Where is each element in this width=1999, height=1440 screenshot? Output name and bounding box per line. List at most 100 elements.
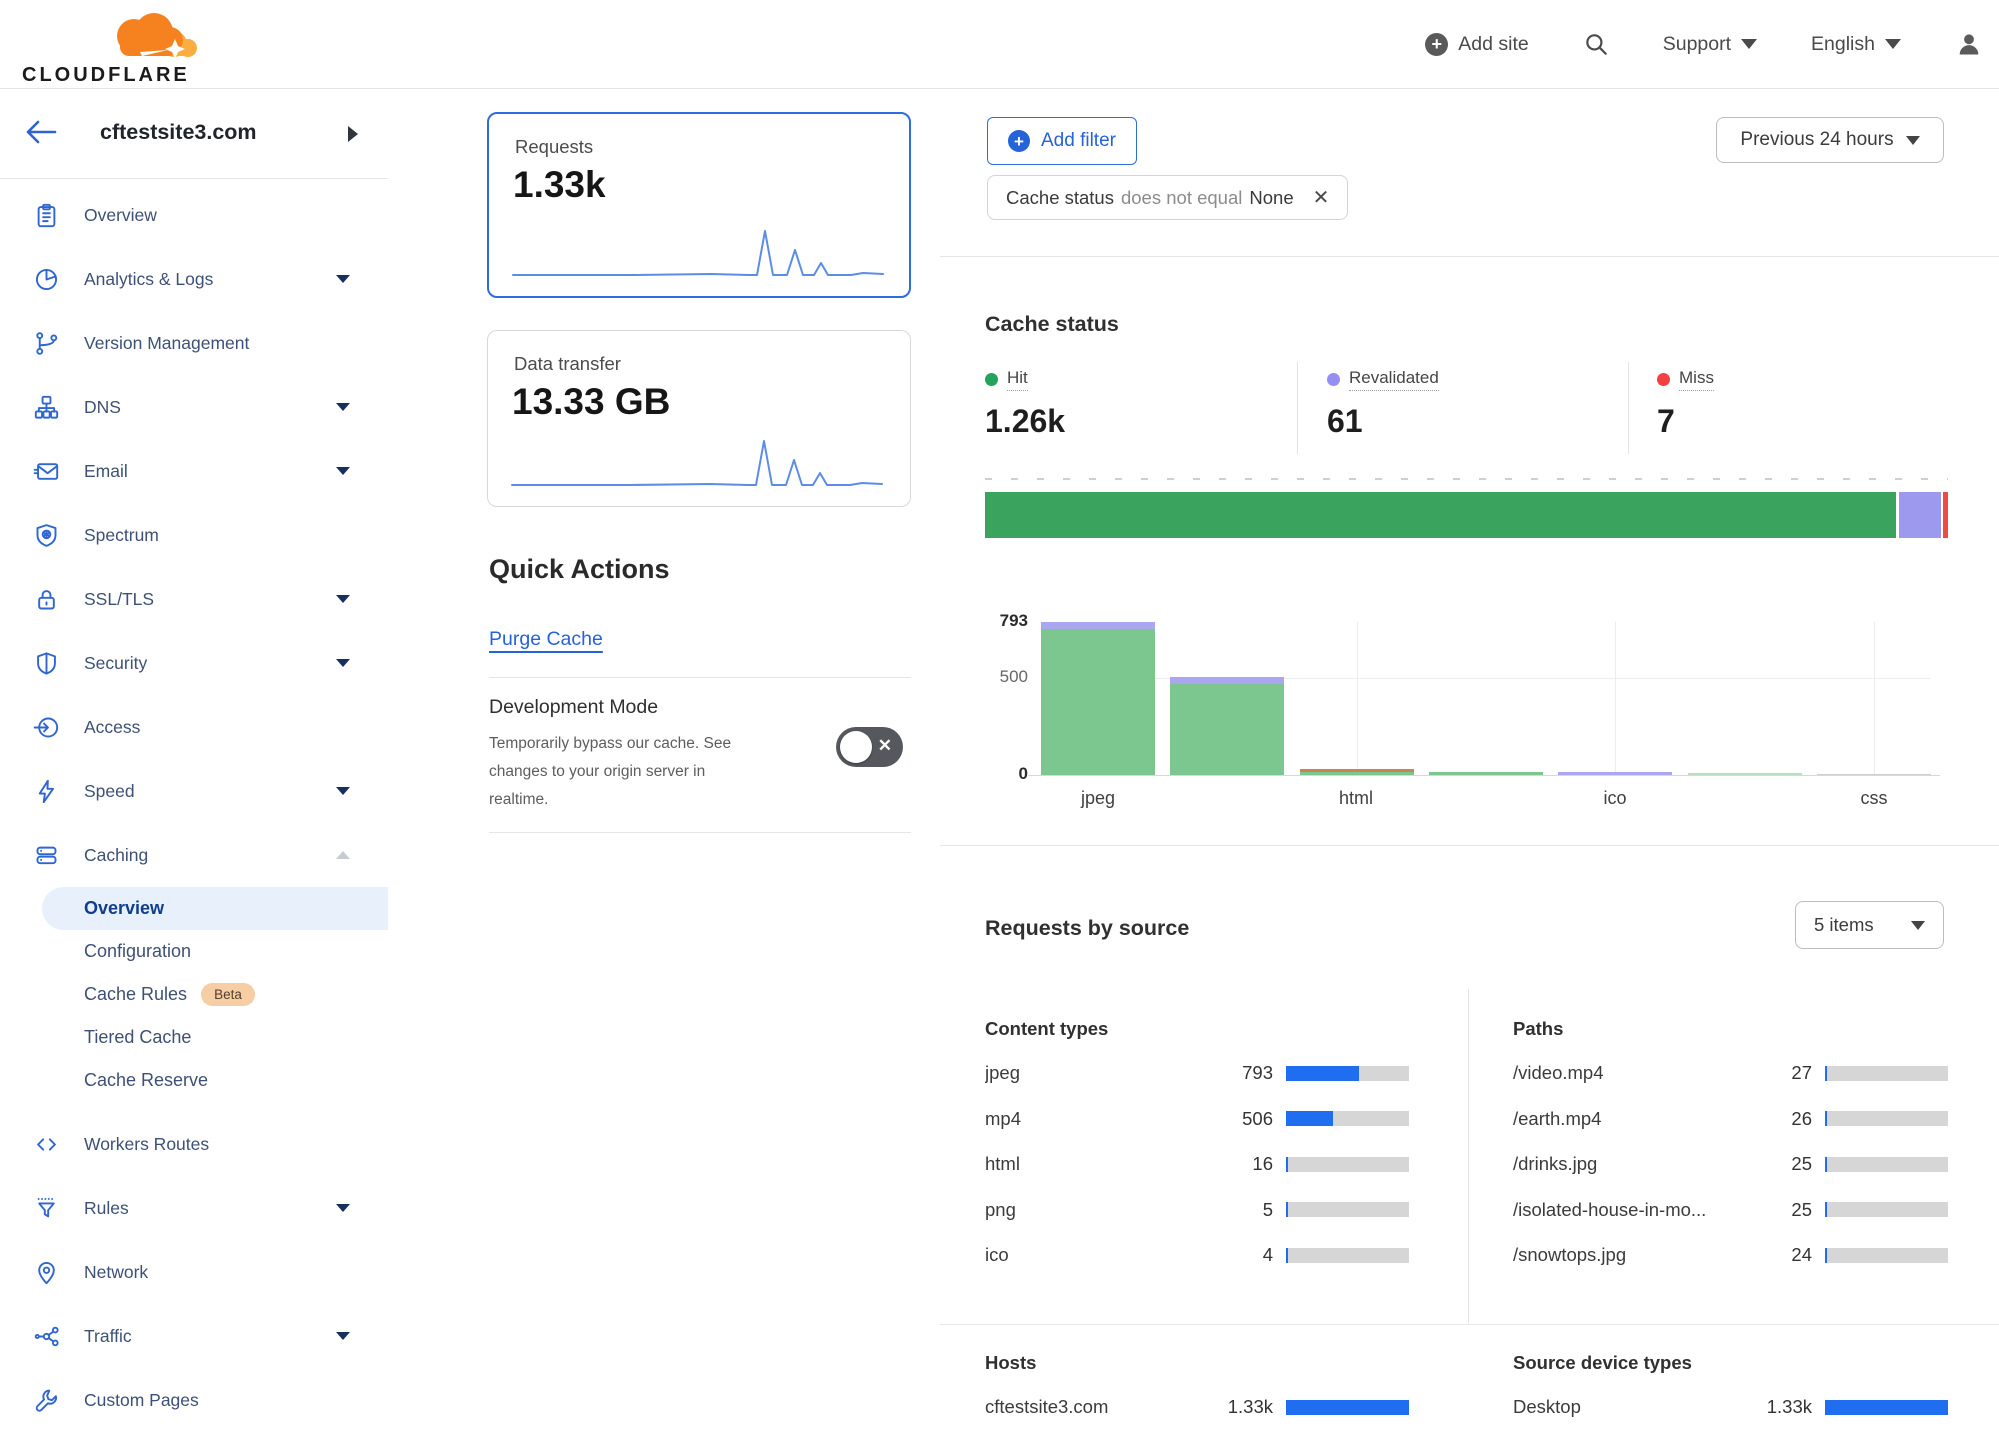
- support-label: Support: [1662, 32, 1732, 55]
- chevron-right-icon[interactable]: [348, 126, 358, 142]
- table-row[interactable]: html 16: [985, 1151, 1409, 1177]
- bar-png[interactable]: [1428, 622, 1543, 775]
- bar-6[interactable]: [1687, 622, 1802, 775]
- sidebar-item-caching[interactable]: Caching: [0, 823, 388, 887]
- hosts-title: Hosts: [985, 1352, 1037, 1373]
- toggle-knob: [840, 731, 872, 763]
- sidebar-subitem-configuration[interactable]: Configuration: [0, 930, 388, 973]
- sidebar-subitem-cache-rules[interactable]: Cache Rules Beta: [0, 973, 388, 1016]
- data-transfer-card-label: Data transfer: [514, 353, 621, 374]
- miss-label[interactable]: Miss: [1679, 368, 1714, 391]
- sidebar-item-spectrum[interactable]: Spectrum: [0, 503, 388, 567]
- content-types-title: Content types: [985, 1018, 1109, 1039]
- sidebar-item-network[interactable]: Network: [0, 1240, 388, 1304]
- sidebar-item-access[interactable]: Access: [0, 695, 388, 759]
- table-row[interactable]: /drinks.jpg 25: [1513, 1151, 1948, 1177]
- plus-icon: +: [1008, 130, 1030, 152]
- sidebar-subitem-cache-reserve[interactable]: Cache Reserve: [0, 1059, 388, 1102]
- sidebar-subitem-caching-overview[interactable]: Overview: [42, 887, 388, 930]
- divider: [1468, 989, 1469, 1323]
- cloudflare-logo[interactable]: CLOUDFLARE: [22, 6, 222, 86]
- requests-card[interactable]: Requests 1.33k: [487, 112, 911, 298]
- support-menu[interactable]: Support: [1662, 32, 1758, 56]
- bar-html[interactable]: [1299, 622, 1414, 775]
- divider: [940, 845, 1999, 846]
- add-filter-button[interactable]: + Add filter: [987, 117, 1137, 165]
- gridline-500: [1041, 678, 1931, 679]
- table-row[interactable]: /earth.mp4 26: [1513, 1106, 1948, 1132]
- hit-segment: [1041, 629, 1155, 775]
- funnel-icon: [33, 1195, 60, 1222]
- sidebar-item-overview[interactable]: Overview: [0, 183, 388, 247]
- development-mode-toggle[interactable]: ✕: [836, 727, 903, 767]
- close-icon[interactable]: ✕: [1312, 187, 1330, 209]
- row-label: /snowtops.jpg: [1513, 1244, 1627, 1265]
- sidebar-item-label: Access: [84, 716, 141, 737]
- sidebar-item-label: Speed: [84, 780, 135, 801]
- hit-label[interactable]: Hit: [1007, 368, 1028, 391]
- table-row[interactable]: /snowtops.jpg 24: [1513, 1242, 1948, 1268]
- table-row[interactable]: jpeg 793: [985, 1060, 1409, 1086]
- bar-jpeg[interactable]: [1041, 622, 1155, 775]
- divider: [489, 832, 911, 833]
- sidebar-item-traffic[interactable]: Traffic: [0, 1304, 388, 1368]
- sidebar-item-workers-routes[interactable]: Workers Routes: [0, 1112, 388, 1176]
- sidebar-item-label: Caching: [84, 844, 149, 865]
- table-row[interactable]: cftestsite3.com 1.33k: [985, 1394, 1409, 1420]
- bar-mp4[interactable]: [1170, 622, 1285, 775]
- chevron-down-icon: [1911, 920, 1925, 930]
- sidebar-item-ssl-tls[interactable]: SSL/TLS: [0, 567, 388, 631]
- sidebar-item-security[interactable]: Security: [0, 631, 388, 695]
- miss-value: 7: [1657, 403, 1675, 439]
- data-transfer-sparkline-chart: [511, 440, 883, 486]
- sidebar-item-speed[interactable]: Speed: [0, 759, 388, 823]
- clipboard-icon: [33, 202, 60, 229]
- table-row[interactable]: png 5: [985, 1197, 1409, 1223]
- table-row[interactable]: mp4 506: [985, 1106, 1409, 1132]
- revalidated-label[interactable]: Revalidated: [1349, 368, 1439, 391]
- language-menu[interactable]: English: [1811, 33, 1901, 56]
- revalidated-segment: [1558, 772, 1673, 775]
- location-pin-icon: [33, 1259, 60, 1286]
- table-row[interactable]: /isolated-house-in-mo... 25: [1513, 1197, 1948, 1223]
- bar-track: [1286, 1065, 1409, 1081]
- row-value: 1.33k: [1227, 1396, 1273, 1417]
- bar-ico[interactable]: [1558, 622, 1673, 775]
- row-label: html: [985, 1153, 1020, 1174]
- back-arrow-button[interactable]: [24, 118, 58, 151]
- sidebar-item-custom-pages[interactable]: Custom Pages: [0, 1368, 388, 1432]
- subitem-label: Configuration: [84, 941, 192, 961]
- development-mode-description: Temporarily bypass our cache. See change…: [489, 735, 732, 808]
- bar-css[interactable]: [1816, 622, 1931, 775]
- filter-chip[interactable]: Cache status does not equal None ✕: [987, 175, 1349, 220]
- table-row[interactable]: /video.mp4 27: [1513, 1060, 1948, 1086]
- add-site-button[interactable]: + Add site: [1425, 32, 1529, 56]
- sidebar-item-rules[interactable]: Rules: [0, 1176, 388, 1240]
- row-label: /earth.mp4: [1513, 1107, 1602, 1129]
- hit-segment: [1170, 684, 1285, 775]
- table-row[interactable]: Desktop 1.33k: [1513, 1394, 1948, 1420]
- row-label: /video.mp4: [1513, 1062, 1604, 1083]
- purge-cache-link[interactable]: Purge Cache: [489, 628, 603, 650]
- sidebar-item-dns[interactable]: DNS: [0, 375, 388, 439]
- other-segment: [1816, 773, 1931, 775]
- row-label: cftestsite3.com: [985, 1396, 1109, 1417]
- sidebar-item-label: Spectrum: [84, 524, 159, 545]
- lightning-bolt-icon: [33, 778, 60, 805]
- shield-icon: [33, 650, 60, 677]
- sidebar-item-analytics-logs[interactable]: Analytics & Logs: [0, 247, 388, 311]
- search-button[interactable]: [1583, 31, 1609, 57]
- data-transfer-card[interactable]: Data transfer 13.33 GB: [487, 330, 911, 507]
- cache-status-bar-chart: [1041, 622, 1931, 775]
- sidebar-subitem-tiered-cache[interactable]: Tiered Cache: [0, 1016, 388, 1059]
- items-count-dropdown[interactable]: 5 items: [1795, 901, 1944, 949]
- row-value: 25: [1791, 1153, 1812, 1174]
- hit-segment[interactable]: [985, 492, 1899, 538]
- miss-segment[interactable]: [1943, 492, 1948, 538]
- account-menu[interactable]: [1955, 30, 1983, 58]
- revalidated-segment[interactable]: [1898, 492, 1944, 538]
- table-row[interactable]: ico 4: [985, 1242, 1409, 1268]
- sidebar-item-email[interactable]: Email: [0, 439, 388, 503]
- sidebar-item-version-management[interactable]: Version Management: [0, 311, 388, 375]
- time-range-dropdown[interactable]: Previous 24 hours: [1716, 117, 1944, 163]
